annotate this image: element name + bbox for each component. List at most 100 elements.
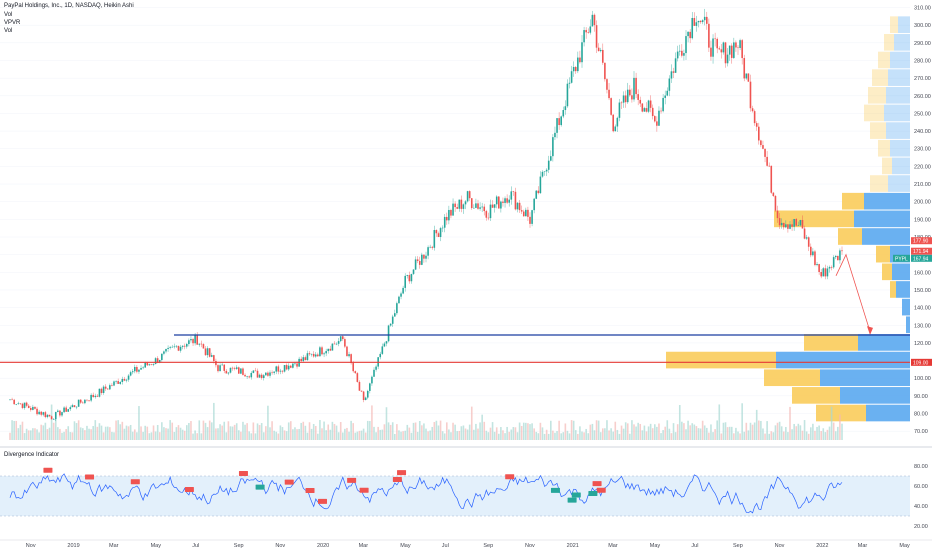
volume-bar: [778, 421, 781, 440]
vp-up-bar: [886, 122, 910, 139]
volume-bar: [814, 430, 816, 440]
price-label-bg: [911, 254, 932, 262]
candle: [676, 51, 679, 59]
volume-bar: [764, 433, 766, 440]
price-tick-label: 210.00: [914, 182, 931, 188]
candle: [562, 110, 565, 117]
candle: [749, 81, 752, 109]
candle: [319, 347, 321, 357]
volume-bar: [776, 422, 779, 440]
vp-down-bar: [666, 351, 776, 369]
volume-bar: [379, 429, 382, 440]
vp-up-bar: [854, 210, 910, 228]
volume-bar: [780, 426, 783, 440]
volume-bar: [310, 428, 313, 440]
candle: [27, 405, 30, 409]
price-label-bg: [911, 247, 932, 255]
volume-bar: [591, 423, 594, 440]
candle: [762, 145, 764, 149]
vp-down-bar: [838, 228, 862, 245]
price-tick-label: 280.00: [914, 58, 931, 64]
candle: [473, 207, 475, 209]
volume-bar: [418, 421, 421, 440]
candle: [414, 259, 417, 270]
price-axis: 310.00 300.00 290.00 280.00 270.00 260.00 250.…: [914, 6, 931, 436]
vp-up-bar: [820, 369, 910, 387]
candle: [277, 366, 280, 372]
candle: [192, 339, 194, 344]
candle: [23, 402, 26, 408]
volume-bar: [115, 420, 117, 440]
volume-bar: [649, 423, 652, 440]
volume-bar: [485, 430, 488, 440]
candle: [631, 95, 633, 100]
candle: [323, 353, 325, 355]
volume-bar: [564, 423, 567, 440]
candle: [38, 411, 40, 415]
volume-bar: [229, 426, 232, 440]
candle: [339, 336, 342, 342]
volume-bar: [36, 429, 38, 440]
candle: [431, 246, 434, 248]
candle: [512, 191, 515, 192]
volume-bar: [250, 433, 253, 440]
volume-bar: [581, 431, 583, 440]
vp-down-bar: [872, 69, 888, 86]
candle: [398, 296, 400, 304]
indicator-tick-label: 20.00: [914, 524, 928, 530]
candle: [46, 414, 49, 418]
volume-bar: [30, 430, 32, 440]
candle: [755, 123, 758, 127]
candle: [221, 364, 223, 366]
volume-bar: [177, 425, 180, 440]
volume-bar: [506, 426, 508, 440]
volume-bar: [298, 428, 300, 440]
candle: [165, 348, 167, 352]
candle: [477, 203, 479, 209]
volume-legend-2[interactable]: Vol: [4, 28, 13, 34]
volume-bar: [389, 424, 392, 440]
volume-legend[interactable]: Vol: [4, 12, 13, 18]
bear-signal: [238, 470, 248, 476]
candle: [697, 20, 700, 23]
candle: [131, 371, 134, 373]
candle: [760, 140, 762, 146]
candle: [475, 203, 477, 208]
candle: [200, 343, 203, 345]
volume-bar: [71, 432, 74, 440]
vpvr-legend[interactable]: VPVR: [4, 20, 21, 26]
volume-bar: [335, 425, 338, 440]
time-tick-label: Mar: [359, 543, 369, 549]
forecast-arrow: [835, 253, 871, 332]
indicator-title[interactable]: Divergence Indicator: [4, 452, 60, 458]
candle: [109, 385, 111, 390]
volume-bar: [100, 425, 103, 440]
volume-bar: [785, 426, 787, 440]
volume-bar: [498, 433, 500, 440]
volume-bar: [483, 421, 486, 440]
candle: [714, 38, 716, 40]
volume-bar: [535, 431, 538, 440]
volume-bar: [475, 423, 477, 440]
candle: [321, 347, 323, 355]
candle: [410, 273, 413, 282]
candle: [240, 368, 242, 374]
candle: [660, 110, 662, 112]
candle: [254, 370, 257, 372]
volume-bar: [468, 424, 471, 440]
symbol-title[interactable]: PayPal Holdings, Inc., 1D, NASDAQ, Heiki…: [4, 3, 134, 9]
candle: [770, 165, 773, 193]
candle: [96, 395, 99, 397]
volume-bar: [654, 424, 656, 440]
volume-bar: [404, 430, 406, 440]
candle: [183, 345, 186, 347]
volume-bar: [302, 421, 305, 440]
candle: [138, 369, 140, 372]
candle: [803, 228, 806, 239]
volume-bar: [337, 432, 340, 440]
candle: [599, 49, 602, 52]
candle: [460, 199, 463, 209]
candle: [801, 219, 804, 229]
